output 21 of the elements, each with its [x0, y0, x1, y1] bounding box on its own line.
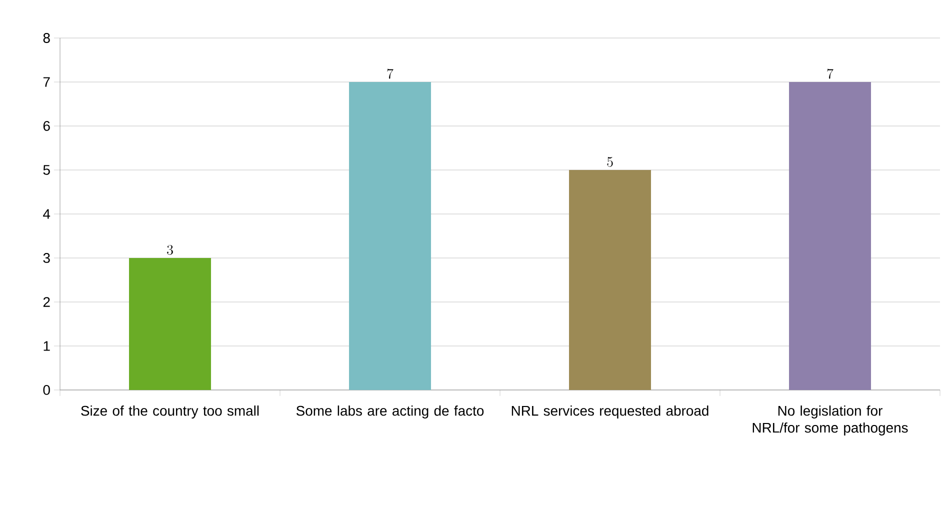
y-tick-label: 8	[43, 33, 50, 43]
y-tick-label: 3	[43, 253, 50, 263]
y-tick-label: 6	[43, 121, 50, 131]
y-tick-label: 0	[43, 385, 50, 395]
y-tick-label: 5	[43, 165, 50, 175]
x-tick-label: Some labs are acting de facto	[296, 406, 484, 418]
y-tick-label: 2	[43, 297, 50, 307]
x-tick-label: NRL services requested abroad	[512, 406, 708, 418]
x-tick-label: Size of the country too small	[81, 406, 259, 418]
bar	[569, 170, 652, 390]
data-label: 5	[607, 156, 613, 167]
y-tick-label: 7	[43, 77, 50, 87]
bar	[349, 82, 432, 390]
data-label: 7	[827, 68, 834, 79]
bar	[789, 82, 872, 390]
bar	[129, 258, 212, 390]
x-tick-label: No legislation for NRL/for some pathogens	[752, 406, 908, 436]
y-tick-label: 1	[44, 341, 50, 351]
y-tick-label: 4	[43, 209, 50, 219]
data-label: 7	[387, 68, 394, 79]
data-label: 3	[167, 244, 173, 255]
